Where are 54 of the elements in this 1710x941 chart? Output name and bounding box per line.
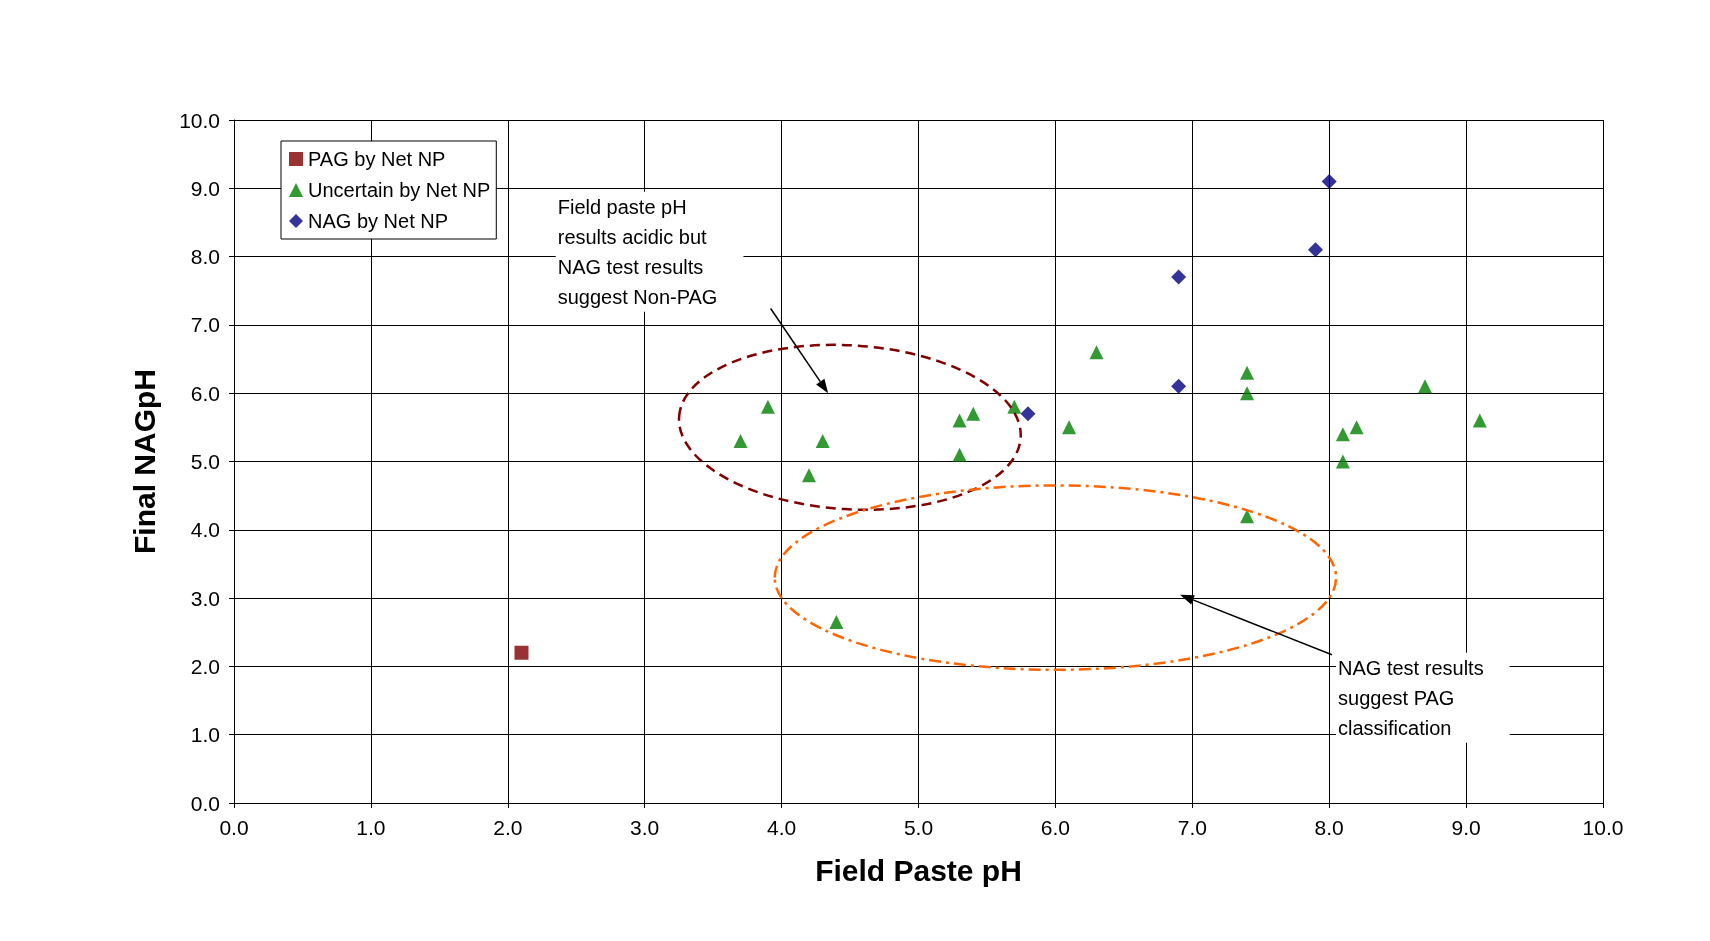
annotation: NAG test results suggest PAG classification [1338, 656, 1484, 739]
point [760, 399, 775, 414]
x-tick-label: 6.0 [1040, 816, 1070, 839]
x-tick-label: 5.0 [903, 816, 934, 839]
legend-label: NAG by Net NP [308, 210, 449, 232]
legend-label: PAG by Net NP [308, 148, 446, 170]
point [1089, 345, 1104, 360]
x-tick-label: 9.0 [1451, 816, 1481, 839]
x-tick-label: 4.0 [767, 816, 797, 839]
x-tick-label: 0.0 [219, 816, 249, 839]
y-tick-label: 2.0 [190, 654, 220, 678]
y-tick-label: 5.0 [190, 450, 220, 473]
annotation: Field paste pH results acidic but NAG test results suggest Non-PAG [557, 195, 718, 308]
y-tick-label: 9.0 [190, 176, 220, 200]
point [1472, 413, 1487, 428]
point [815, 434, 830, 449]
point [1418, 379, 1433, 394]
point [1062, 420, 1077, 435]
point [952, 447, 967, 462]
point [1240, 386, 1255, 401]
y-tick-label: 3.0 [190, 586, 220, 610]
x-tick-label: 8.0 [1314, 816, 1344, 839]
point [1335, 427, 1350, 442]
point [966, 406, 981, 421]
y-axis-title: Final NAGpH [127, 369, 161, 554]
point [1171, 378, 1187, 394]
point [1308, 242, 1324, 258]
point [1321, 173, 1337, 189]
y-tick-label: 6.0 [190, 381, 220, 405]
point [1171, 269, 1187, 285]
y-tick-label: 0.0 [190, 791, 220, 815]
point [733, 434, 748, 449]
y-tick-label: 10.0 [179, 108, 220, 132]
x-tick-label: 10.0 [1582, 816, 1624, 839]
y-tick-label: 1.0 [190, 723, 220, 747]
point [829, 615, 844, 630]
y-tick-label: 8.0 [190, 245, 220, 269]
x-axis-title: Field Paste pH [815, 853, 1022, 887]
point [1007, 399, 1022, 414]
point [952, 413, 967, 428]
point [1335, 454, 1350, 469]
x-tick-label: 7.0 [1177, 816, 1207, 839]
point [1240, 509, 1255, 524]
x-tick-label: 1.0 [356, 816, 386, 839]
x-tick-label: 2.0 [493, 816, 523, 839]
point [514, 645, 529, 660]
legend-label: Uncertain by Net NP [308, 179, 491, 201]
point [1349, 420, 1364, 435]
point [1240, 365, 1255, 380]
y-tick-label: 7.0 [190, 313, 220, 337]
x-tick-label: 3.0 [630, 816, 660, 839]
point [801, 468, 816, 483]
y-tick-label: 4.0 [190, 518, 220, 542]
point [1020, 406, 1036, 422]
